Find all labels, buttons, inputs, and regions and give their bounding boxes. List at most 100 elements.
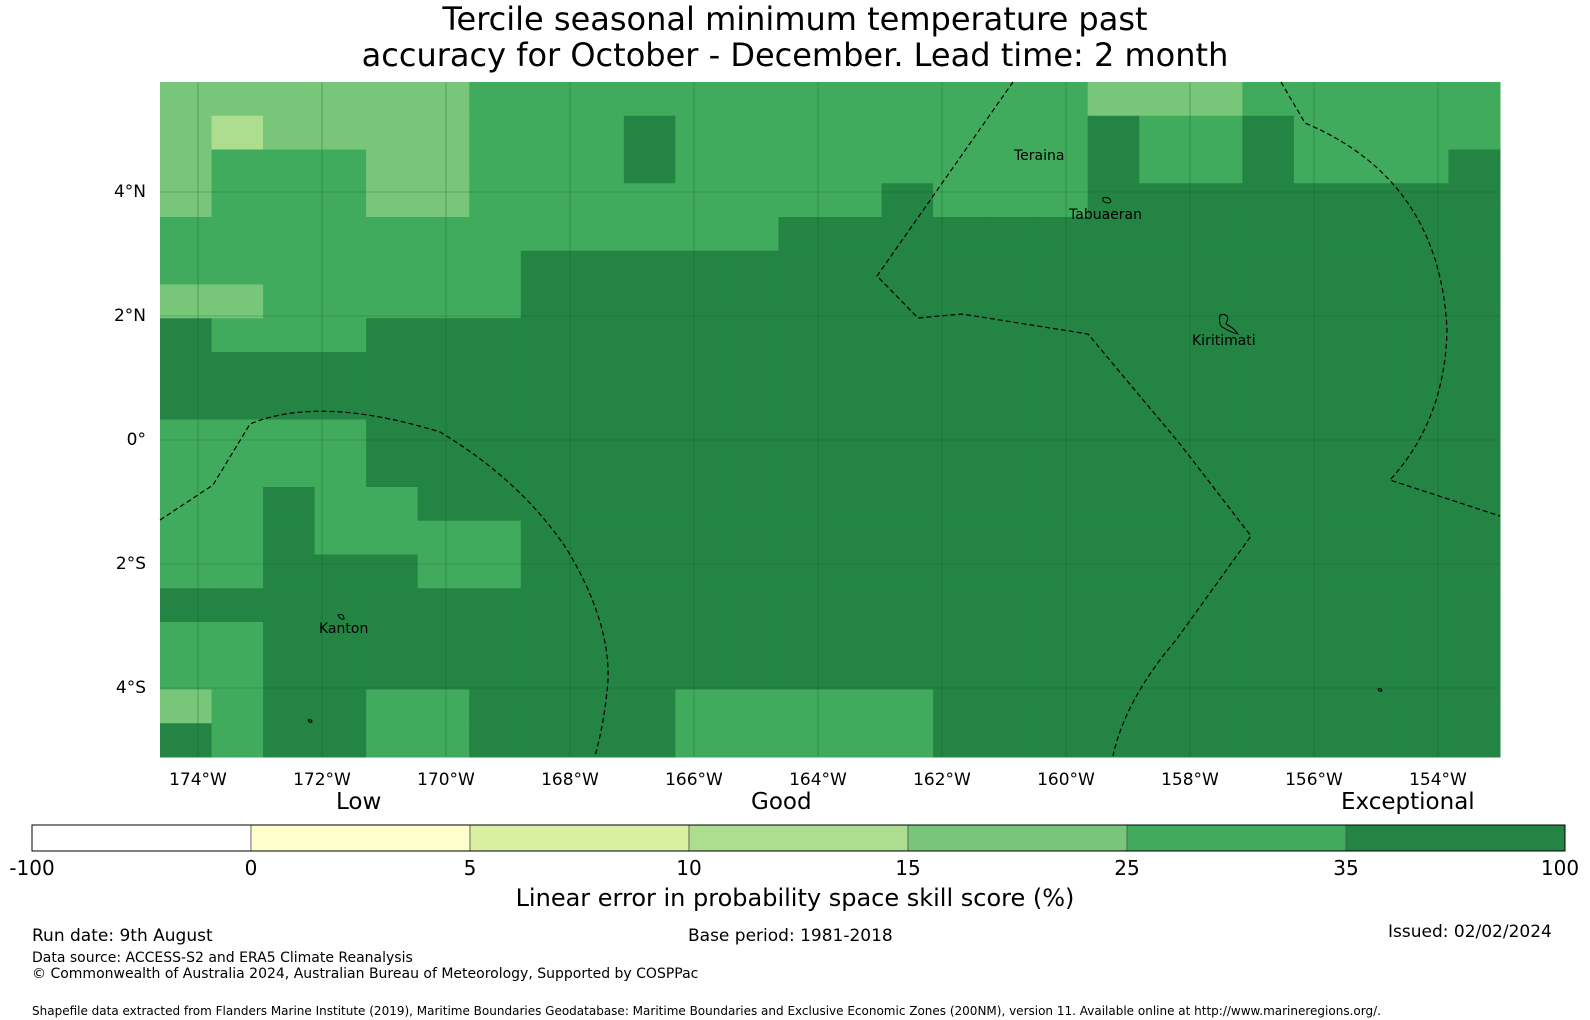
grid-cell	[314, 655, 367, 690]
grid-cell	[675, 385, 728, 420]
grid-cell	[366, 487, 419, 522]
grid-cell	[933, 689, 986, 724]
grid-cell	[211, 588, 264, 623]
grid-cell	[726, 588, 779, 623]
grid-cell	[675, 520, 728, 555]
grid-cell	[984, 115, 1037, 150]
grid-cell	[572, 149, 625, 184]
grid-cell	[417, 689, 470, 724]
place-label-kanton: Kanton	[319, 621, 368, 637]
grid-cell	[984, 689, 1037, 724]
grid-cell	[1036, 217, 1089, 252]
chart-title-line-2: accuracy for October - December. Lead ti…	[361, 36, 1229, 74]
grid-cell	[1242, 487, 1295, 522]
grid-cell	[675, 588, 728, 623]
lat-label-4s: 4°S	[115, 678, 146, 698]
grid-cell	[1242, 588, 1295, 623]
grid-cell	[520, 82, 573, 117]
grid-cell	[1139, 655, 1192, 690]
grid-cell	[314, 453, 367, 488]
colorbar-segment	[31, 824, 252, 852]
grid-cell	[572, 655, 625, 690]
grid-cell	[881, 284, 934, 319]
island-outlines	[307, 196, 1383, 723]
grid-cell	[160, 520, 213, 555]
grid-cell	[675, 622, 728, 657]
grid-cell	[1139, 217, 1192, 252]
skill-grid-cells	[160, 82, 1501, 758]
eez-boundary-line-islands	[876, 81, 1252, 757]
grid-cell	[1448, 622, 1501, 657]
grid-cell	[1139, 318, 1192, 353]
grid-cell	[933, 453, 986, 488]
grid-cell	[160, 352, 213, 387]
grid-cell	[933, 588, 986, 623]
grid-cell	[417, 655, 470, 690]
grid-cell	[417, 115, 470, 150]
grid-cell	[263, 217, 316, 252]
grid-cell	[417, 149, 470, 184]
grid-cell	[1139, 487, 1192, 522]
grid-cell	[1139, 250, 1192, 285]
grid-cell	[778, 352, 831, 387]
grid-cell	[263, 183, 316, 218]
grid-cell	[1396, 689, 1449, 724]
grid-cell	[366, 554, 419, 589]
grid-cell	[1396, 554, 1449, 589]
grid-cell	[830, 520, 883, 555]
grid-cell	[778, 588, 831, 623]
grid-cell	[366, 419, 419, 454]
grid-cell	[1293, 217, 1346, 252]
grid-cell	[1139, 588, 1192, 623]
eez-boundary-phoenix	[159, 410, 609, 757]
grid-cell	[469, 217, 522, 252]
grid-cell	[778, 655, 831, 690]
grid-cell	[1448, 82, 1501, 117]
grid-cell	[469, 520, 522, 555]
grid-cell	[417, 588, 470, 623]
grid-cell	[623, 250, 676, 285]
colorbar-tick: 10	[676, 856, 702, 880]
grid-cell	[366, 689, 419, 724]
grid-cell	[469, 318, 522, 353]
grid-cell	[830, 149, 883, 184]
grid-cell	[1293, 655, 1346, 690]
grid-cell	[1036, 352, 1089, 387]
grid-cell	[726, 385, 779, 420]
grid-cell	[1242, 723, 1295, 758]
lat-label-0: 0°	[126, 430, 146, 450]
place-label-tabuaeran: Tabuaeran	[1068, 207, 1142, 223]
grid-cell	[160, 149, 213, 184]
grid-cell	[1345, 588, 1398, 623]
grid-cell	[675, 655, 728, 690]
small-atoll-1	[1377, 688, 1383, 692]
grid-cell	[263, 149, 316, 184]
grid-cell	[1190, 453, 1243, 488]
grid-cell	[520, 217, 573, 252]
colorbar-segment	[688, 824, 909, 852]
grid-cell	[1139, 723, 1192, 758]
grid-cell	[726, 217, 779, 252]
grid-cell	[572, 723, 625, 758]
grid-cell	[778, 217, 831, 252]
grid-cell	[1036, 723, 1089, 758]
grid-cell	[1242, 250, 1295, 285]
grid-cell	[417, 385, 470, 420]
grid-cell	[1036, 115, 1089, 150]
grid-cell	[263, 588, 316, 623]
grid-cell	[520, 115, 573, 150]
grid-cell	[160, 689, 213, 724]
grid-cell	[417, 419, 470, 454]
grid-cell	[984, 149, 1037, 184]
grid-cell	[520, 655, 573, 690]
grid-cell	[1396, 149, 1449, 184]
eez-boundary-kiritimati-east	[1280, 81, 1501, 517]
grid-cell	[1190, 352, 1243, 387]
grid-cell	[1190, 419, 1243, 454]
grid-cell	[623, 723, 676, 758]
grid-cell	[1242, 149, 1295, 184]
colorbar-outline	[31, 824, 1566, 852]
grid-cell	[263, 82, 316, 117]
grid-cell	[1293, 115, 1346, 150]
grid-cell	[1345, 419, 1398, 454]
